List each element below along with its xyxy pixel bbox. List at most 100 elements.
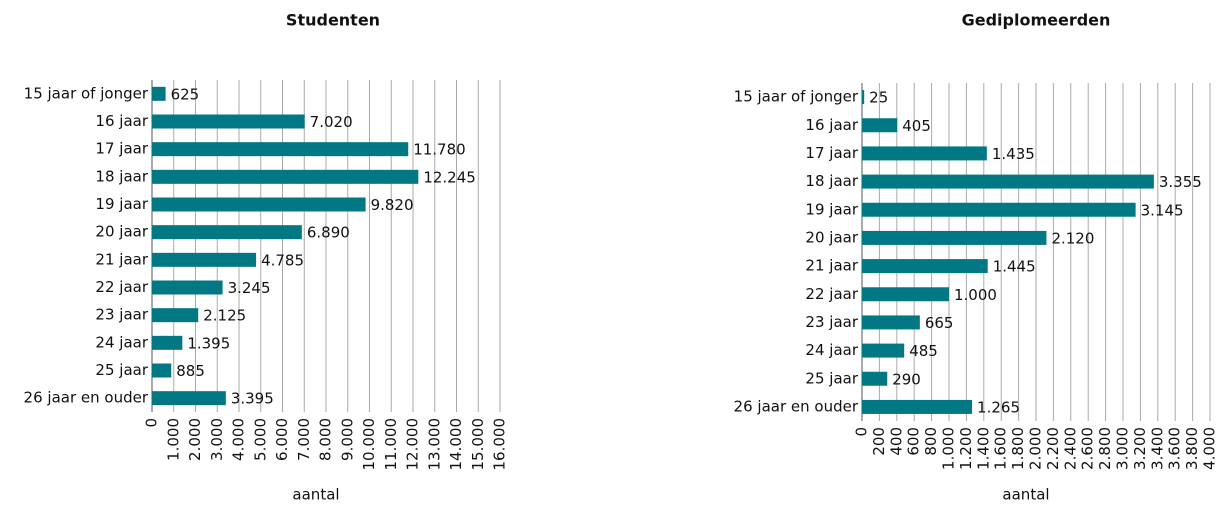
x-tick-label: 2.000 [186, 418, 204, 461]
bar [152, 142, 408, 156]
x-tick-label: 1.800 [1009, 427, 1027, 470]
x-axis-label: aantal [1002, 486, 1049, 504]
bar [862, 315, 920, 329]
data-label: 885 [176, 362, 205, 380]
x-tick-label: 2.000 [1027, 427, 1045, 470]
bar [862, 175, 1154, 189]
y-tick-label: 25 jaar [95, 361, 148, 379]
x-tick-label: 800 [922, 427, 940, 456]
data-label: 405 [902, 117, 931, 135]
data-label: 3.355 [1159, 173, 1202, 191]
x-tick-label: 0 [853, 427, 871, 437]
x-tick-label: 3.600 [1166, 427, 1184, 470]
data-label: 1.395 [187, 334, 230, 352]
bar [862, 231, 1046, 245]
x-tick-label: 14.000 [447, 418, 465, 471]
bar [152, 336, 182, 350]
x-tick-label: 11.000 [382, 418, 400, 471]
x-tick-label: 2.200 [1044, 427, 1062, 470]
y-tick-label: 19 jaar [95, 195, 148, 213]
data-label: 3.395 [231, 390, 274, 408]
y-tick-label: 23 jaar [95, 306, 148, 324]
bar [152, 308, 198, 322]
bar [862, 90, 864, 104]
x-tick-label: 2.600 [1079, 427, 1097, 470]
x-tick-label: 2.800 [1096, 427, 1114, 470]
x-tick-label: 1.000 [164, 418, 182, 461]
bar [862, 203, 1136, 217]
y-tick-label: 15 jaar of jonger [24, 84, 149, 102]
y-tick-label: 22 jaar [805, 285, 858, 303]
x-tick-label: 9.000 [338, 418, 356, 461]
data-label: 1.445 [993, 258, 1036, 276]
x-tick-label: 10.000 [360, 418, 378, 471]
x-tick-label: 1.200 [957, 427, 975, 470]
x-tick-label: 5.000 [251, 418, 269, 461]
chart-title: Gediplomeerden [962, 11, 1111, 30]
x-tick-label: 7.000 [295, 418, 313, 461]
data-label: 9.820 [371, 196, 414, 214]
x-tick-label: 6.000 [273, 418, 291, 461]
data-label: 12.245 [423, 168, 476, 186]
bar [862, 146, 987, 160]
data-label: 3.145 [1141, 201, 1184, 219]
y-tick-label: 19 jaar [805, 200, 858, 218]
y-tick-label: 17 jaar [805, 144, 858, 162]
x-tick-label: 1.000 [940, 427, 958, 470]
x-tick-label: 15.000 [469, 418, 487, 471]
y-tick-label: 26 jaar en ouder [734, 397, 859, 415]
x-tick-label: 12.000 [404, 418, 422, 471]
bar [152, 170, 418, 184]
bar [152, 364, 171, 378]
data-label: 3.245 [228, 279, 271, 297]
y-tick-label: 25 jaar [805, 369, 858, 387]
bar [152, 253, 256, 267]
data-label: 625 [171, 85, 200, 103]
data-label: 2.120 [1051, 229, 1094, 247]
y-tick-label: 24 jaar [805, 341, 858, 359]
x-tick-label: 1.600 [992, 427, 1010, 470]
bar [862, 372, 887, 386]
data-label: 2.125 [203, 307, 246, 325]
y-tick-label: 22 jaar [95, 278, 148, 296]
x-tick-label: 8.000 [317, 418, 335, 461]
data-label: 6.890 [307, 224, 350, 242]
x-axis-label: aantal [292, 486, 339, 504]
x-tick-label: 2.400 [1061, 427, 1079, 470]
data-label: 11.780 [413, 141, 466, 159]
y-tick-label: 21 jaar [95, 250, 148, 268]
data-label: 290 [892, 370, 921, 388]
bar [862, 259, 988, 273]
x-tick-label: 400 [887, 427, 905, 456]
data-label: 1.435 [992, 145, 1035, 163]
data-label: 1.000 [954, 286, 997, 304]
y-tick-label: 23 jaar [805, 313, 858, 331]
y-tick-label: 15 jaar of jonger [734, 88, 859, 106]
x-tick-label: 1.400 [974, 427, 992, 470]
bar [152, 391, 226, 405]
x-tick-label: 13.000 [425, 418, 443, 471]
x-tick-label: 600 [905, 427, 923, 456]
x-tick-label: 16.000 [491, 418, 509, 471]
bar [862, 118, 897, 132]
y-tick-label: 18 jaar [805, 172, 858, 190]
x-tick-label: 0 [143, 418, 161, 428]
chart-title: Studenten [286, 11, 380, 30]
data-label: 25 [869, 89, 888, 107]
y-tick-label: 24 jaar [95, 333, 148, 351]
x-tick-label: 4.000 [1201, 427, 1218, 470]
x-tick-label: 3.200 [1131, 427, 1149, 470]
data-label: 4.785 [261, 251, 304, 269]
y-tick-label: 20 jaar [95, 223, 148, 241]
bar [152, 281, 223, 295]
bar [152, 225, 302, 239]
y-tick-label: 17 jaar [95, 140, 148, 158]
data-label: 485 [909, 342, 938, 360]
x-tick-label: 200 [870, 427, 888, 456]
bar [862, 344, 904, 358]
y-tick-label: 18 jaar [95, 167, 148, 185]
y-tick-label: 21 jaar [805, 257, 858, 275]
y-tick-label: 20 jaar [805, 228, 858, 246]
bar [152, 198, 366, 212]
